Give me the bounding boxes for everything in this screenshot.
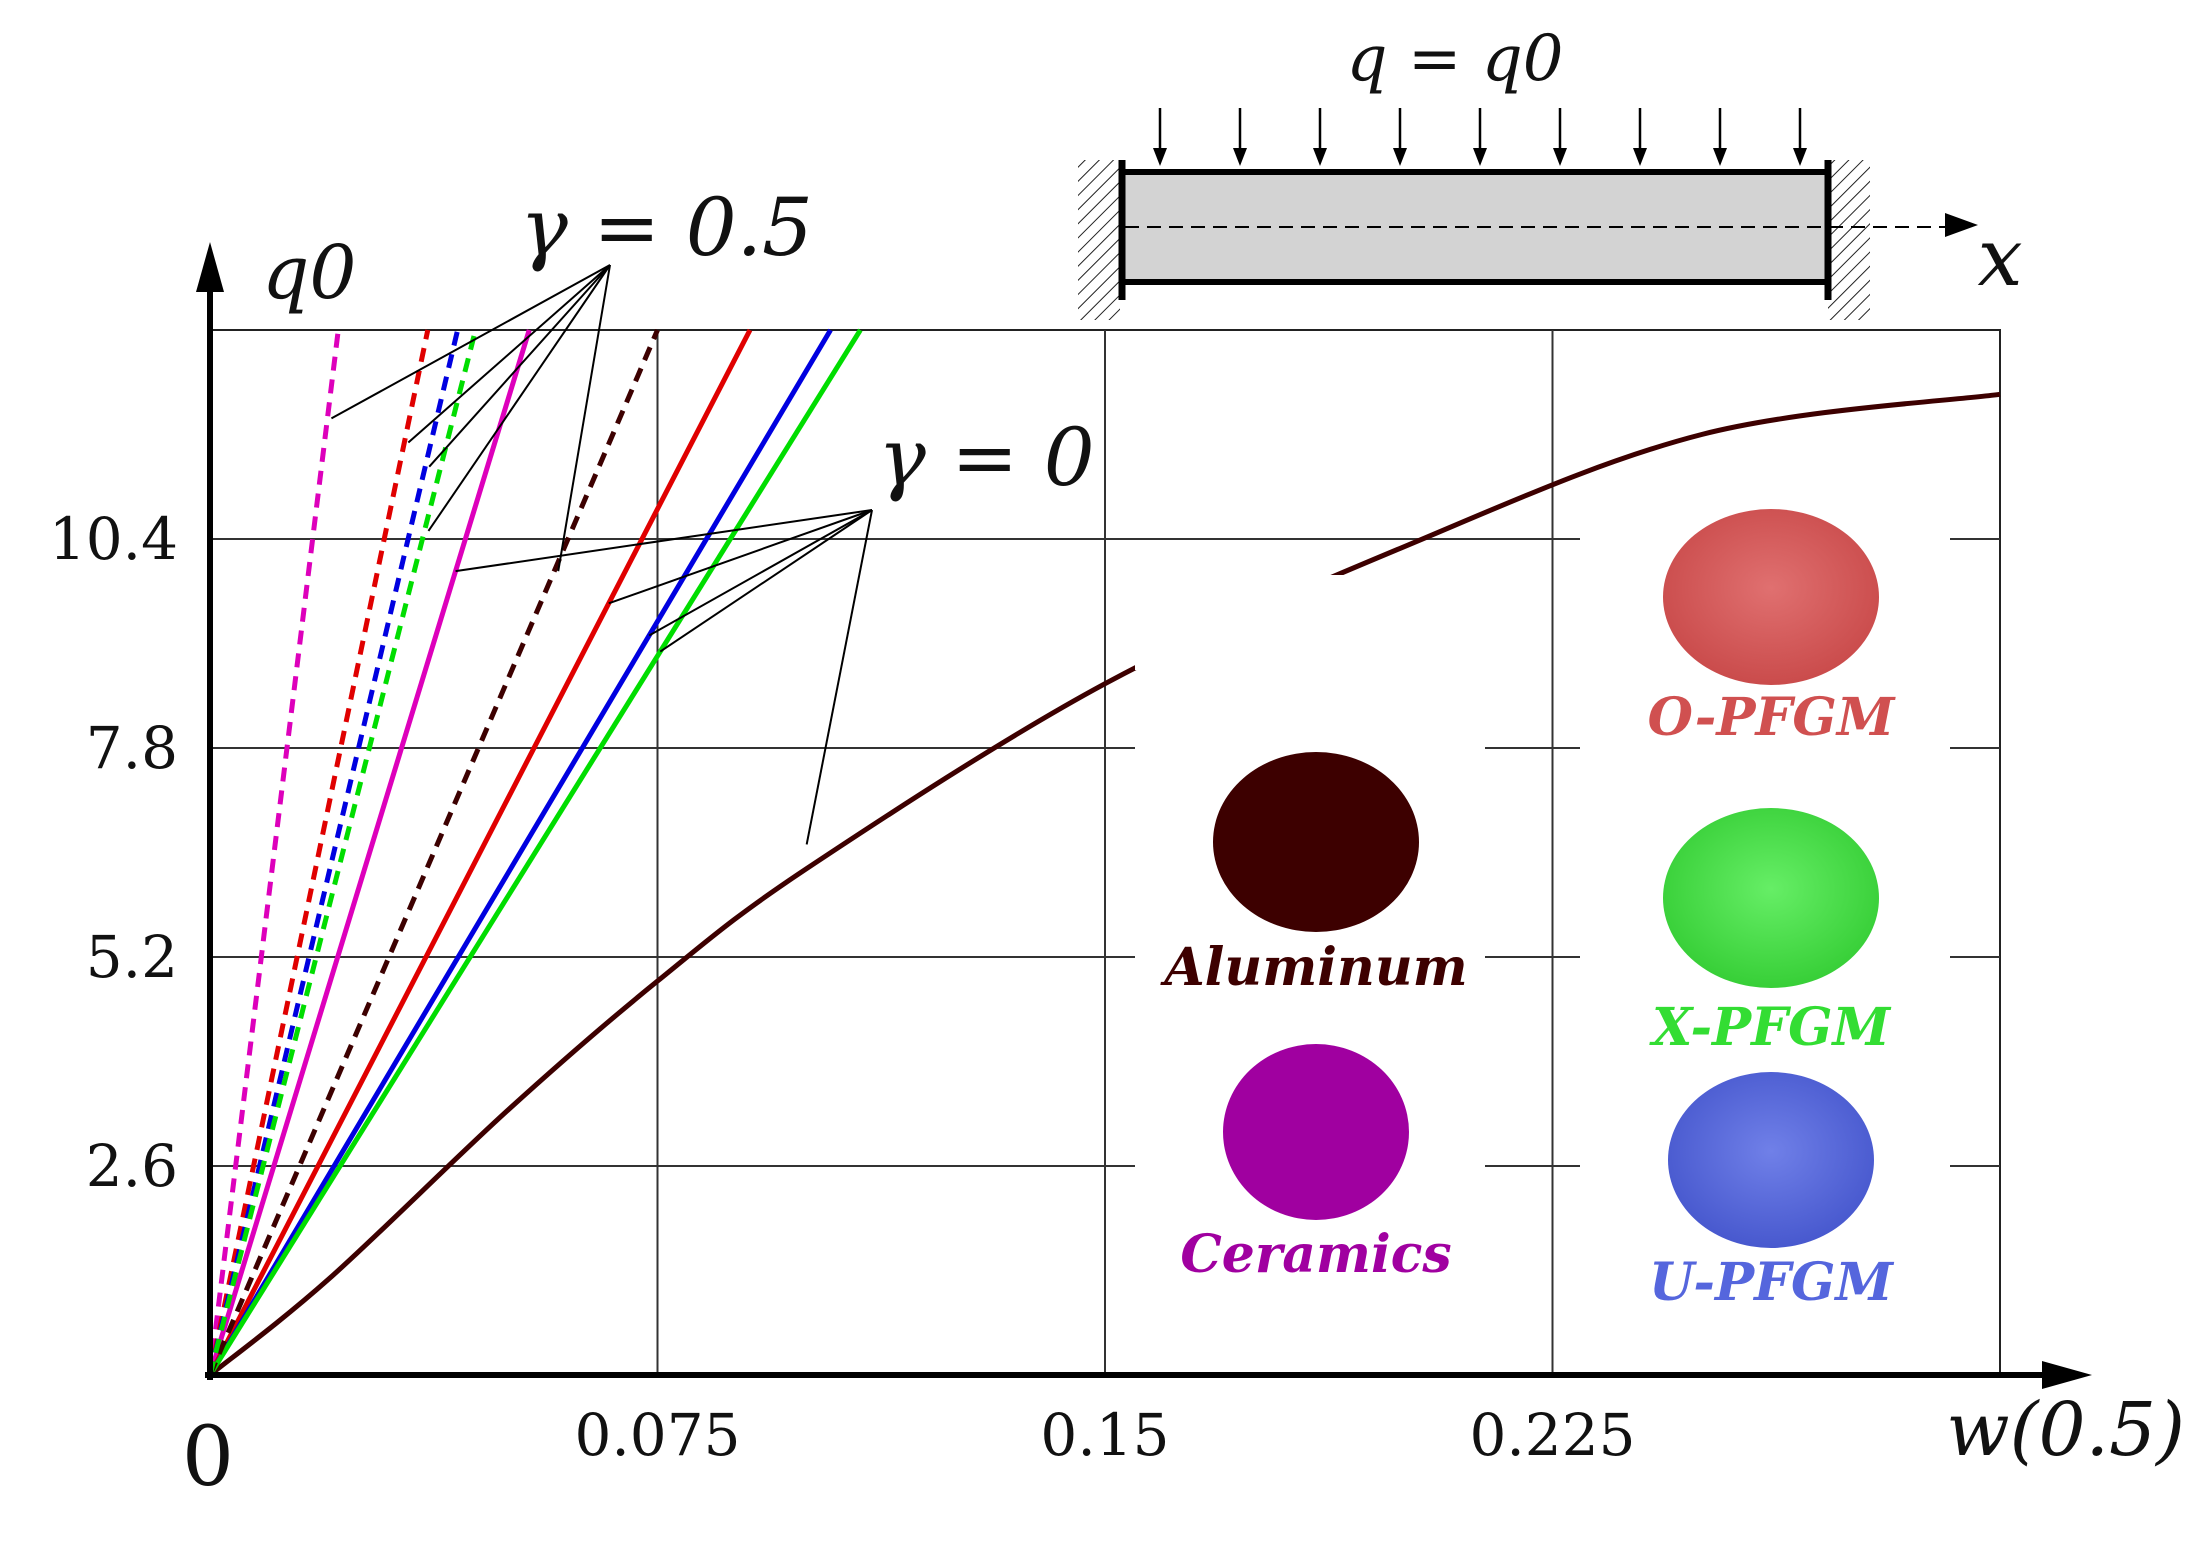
axes [196,242,2092,1389]
beam-axis-arrow-icon [1945,213,1978,237]
series-line-aluminum-0-5 [207,329,660,1376]
y-axis-arrow-icon [196,242,224,292]
load-arrow-head-icon [1713,148,1727,166]
legend-label-o-pfgm: O-PFGM [1648,687,1896,748]
load-arrow-head-icon [1233,148,1247,166]
tick-labels: 0.075 0.15 0.225 2.6 5.2 7.8 10.4 [49,505,1636,1469]
annotation-leader-gamma-05 [407,264,611,444]
beam-axis-label: x [1977,211,2022,304]
legend-label-aluminum: Aluminum [1159,937,1467,998]
load-arrow-head-icon [1473,148,1487,166]
o-pfgm-swatch [1663,509,1879,685]
series-line-o-pfgm-0 [207,328,753,1377]
y-tick-label: 5.2 [86,923,178,991]
annotation-leader-gamma-0 [455,509,873,573]
series-line-x-pfgm-0-5 [207,329,478,1376]
origin-label: 0 [182,1410,234,1505]
legend-label-ceramics: Ceramics [1180,1224,1451,1285]
annotation-pointers [330,264,873,845]
right-support-hatch [1828,160,1870,320]
y-axis-label: q0 [262,230,356,316]
load-arrow-head-icon [1393,148,1407,166]
beam-diagram: q = q0 x [1078,22,2023,320]
series-line-ceramics-0 [207,329,532,1376]
annotation-leader-gamma-05 [557,264,611,572]
series-line-x-pfgm-0 [207,328,863,1377]
y-tick-label: 2.6 [86,1132,178,1200]
annotation-leader-gamma-05 [427,264,611,532]
series-line-u-pfgm-0-5 [207,329,461,1376]
x-pfgm-swatch [1663,808,1879,988]
x-axis-label: w(0.5) [1946,1387,2185,1473]
annotation-leader-gamma-0 [659,509,873,653]
annotation-leader-gamma-0 [608,509,873,605]
series-line-u-pfgm-0 [207,328,833,1377]
load-arrow-head-icon [1553,148,1567,166]
legend-label-x-pfgm: X-PFGM [1649,997,1892,1058]
load-arrow-head-icon [1633,148,1647,166]
load-arrow-head-icon [1153,148,1167,166]
y-tick-label: 7.8 [86,714,178,782]
load-arrows [1153,108,1807,166]
load-arrow-head-icon [1313,148,1327,166]
series-layer [207,328,2001,1377]
legend-label-u-pfgm: U-PFGM [1649,1252,1894,1313]
annotation-gamma-05: γ = 0.5 [520,181,813,274]
load-label: q = q0 [1347,22,1564,96]
aluminum-swatch [1213,752,1419,932]
left-support-hatch [1078,160,1120,320]
x-tick-label: 0.225 [1469,1401,1635,1469]
series-line-aluminum-0 [208,391,2001,1377]
load-arrow-head-icon [1793,148,1807,166]
u-pfgm-swatch [1668,1072,1874,1248]
annotation-leader-gamma-05 [428,264,611,468]
y-tick-label: 10.4 [49,505,178,573]
annotation-leader-gamma-0 [805,509,873,845]
annotation-leader-gamma-0 [648,509,873,637]
x-axis-arrow-icon [2042,1361,2092,1389]
x-tick-label: 0.15 [1040,1401,1169,1469]
annotation-gamma-0: γ = 0 [878,411,1095,504]
series-line-ceramics-0-5 [207,329,341,1376]
ceramics-swatch [1223,1044,1409,1220]
legend: Aluminum Ceramics O-PFGM X-PFGM U-PFGM [1135,500,1950,1320]
annotation-leader-gamma-05 [330,264,611,420]
series-line-o-pfgm-0-5 [207,329,431,1376]
x-tick-label: 0.075 [574,1401,740,1469]
